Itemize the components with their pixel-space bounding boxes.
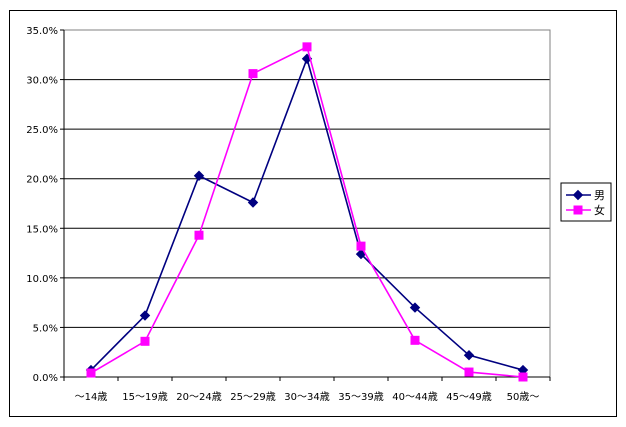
data-point	[247, 197, 259, 208]
data-point	[409, 302, 421, 313]
data-point	[193, 170, 205, 181]
series-line	[90, 56, 524, 371]
y-tick-label: 0.0%	[33, 373, 58, 384]
data-point	[464, 367, 474, 377]
plot-area	[63, 29, 551, 378]
data-point	[463, 349, 475, 361]
x-tick-label: 30～34歳	[284, 391, 329, 403]
data-point	[518, 372, 528, 382]
x-tick-label: 40～44歳	[392, 391, 437, 403]
gridlines	[64, 29, 550, 328]
data-point	[86, 368, 96, 378]
y-axis-ticks: 0.0% 5.0% 10.0% 15.0% 20.0% 25.0% 30.0% 35.0%	[26, 26, 550, 384]
data-point	[194, 230, 204, 240]
data-point	[139, 310, 151, 321]
y-tick-label: 35.0%	[26, 26, 58, 37]
data-point	[572, 189, 584, 201]
legend-label: 女	[594, 203, 605, 217]
legend: 男女	[560, 182, 612, 222]
x-tick-label: 15～19歳	[122, 391, 167, 403]
data-point	[410, 335, 420, 345]
y-tick-label: 30.0%	[26, 76, 58, 87]
x-tick-label: 45～49歳	[446, 391, 491, 403]
series-女	[86, 42, 528, 382]
x-tick-label: 20～24歳	[176, 391, 221, 403]
legend-box	[560, 182, 612, 222]
x-axis-ticks: ～14歳 15～19歳 20～24歳 25～29歳 30～34歳 35～39歳 40～44歳…	[63, 377, 551, 403]
data-point	[356, 241, 366, 251]
x-tick-label: 25～29歳	[230, 391, 275, 403]
data-point	[573, 205, 583, 215]
legend-label: 男	[594, 189, 605, 202]
y-tick-label: 20.0%	[26, 175, 58, 186]
y-tick-label: 5.0%	[33, 323, 58, 334]
x-tick-label: 50歳～	[507, 391, 540, 403]
y-tick-label: 25.0%	[26, 125, 58, 136]
data-point	[302, 42, 312, 52]
y-tick-label: 10.0%	[26, 274, 58, 285]
y-tick-label: 15.0%	[26, 224, 58, 235]
x-tick-label: 35～39歳	[338, 391, 383, 403]
legend-item: 男	[566, 189, 605, 202]
legend-item: 女	[566, 203, 605, 217]
data-point	[248, 69, 258, 79]
series-男	[85, 53, 529, 376]
x-tick-label: ～14歳	[75, 391, 108, 403]
data-point	[140, 336, 150, 346]
series-group	[85, 42, 529, 382]
